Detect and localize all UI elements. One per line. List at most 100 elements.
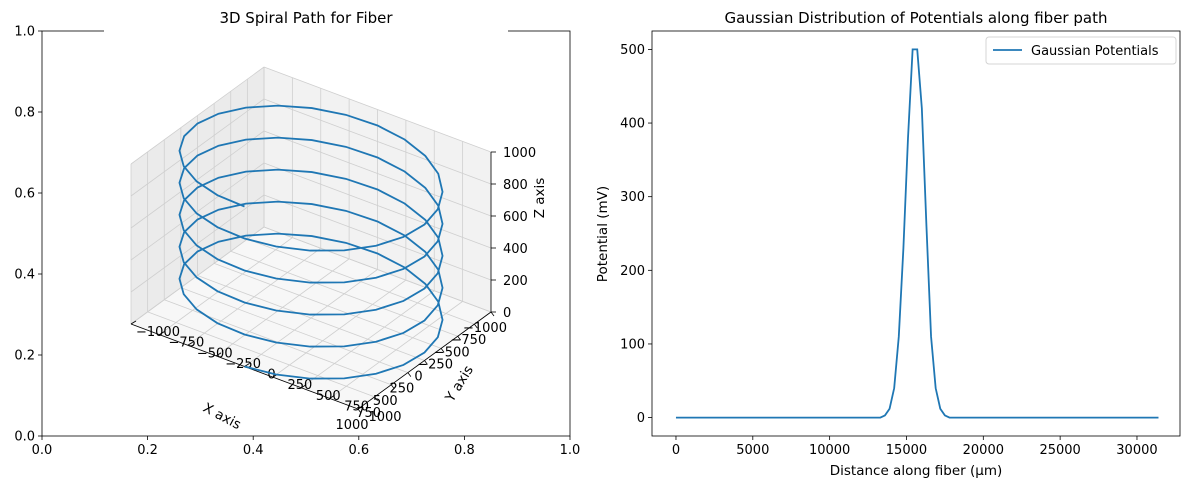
y-tick-label: −1000 xyxy=(136,325,180,340)
legend-box xyxy=(985,36,1177,65)
x-tick-label: 500 xyxy=(373,394,398,409)
x-tick xyxy=(457,336,462,341)
legend-label: Gaussian Potentials xyxy=(1031,44,1159,59)
floor-grid-y xyxy=(187,247,321,346)
x-tick xyxy=(490,311,495,317)
y-tick-label: 500 xyxy=(316,389,341,404)
outer-x-tick-label: 0.2 xyxy=(137,443,158,458)
z-tick-label: 600 xyxy=(503,210,528,225)
floor-grid-y xyxy=(244,269,378,367)
z-tick-label: 1000 xyxy=(503,146,536,161)
outer-y-tick-label: 1.0 xyxy=(14,25,35,40)
x-tick xyxy=(440,348,445,353)
axes-frame xyxy=(651,30,1181,437)
x-tick-label: 0 xyxy=(672,443,680,458)
x-tick-label: 250 xyxy=(389,382,414,397)
z-tick-label: 800 xyxy=(503,178,528,193)
floor-grid-y xyxy=(301,290,435,389)
x-tick-label: 15000 xyxy=(886,443,927,458)
x-tick-label: 10000 xyxy=(809,443,850,458)
spiral-line xyxy=(178,104,444,380)
chart-3d-spiral: 3D Spiral Path for Fiber 0.0 0.2 0.4 0.6 0.8… xyxy=(14,9,580,458)
x-tick xyxy=(407,372,412,377)
y-tick-label: 100 xyxy=(620,337,645,352)
y-tick-label: 200 xyxy=(620,264,645,279)
wall-grid-z xyxy=(263,66,492,153)
outer-x-tick-label: 0.8 xyxy=(454,443,475,458)
series-line xyxy=(675,48,1159,419)
y-tick-label: −500 xyxy=(197,346,233,361)
outer-y-tick-label: 0.0 xyxy=(14,430,35,445)
y-tick xyxy=(187,341,193,346)
y-axis-label: Potential (mV) xyxy=(595,186,611,282)
x-tick-label: 0 xyxy=(414,370,422,385)
y-tick xyxy=(159,331,165,335)
wall-grid-z xyxy=(263,98,492,185)
y-tick xyxy=(329,395,335,399)
chart-title: 3D Spiral Path for Fiber xyxy=(219,9,393,27)
wall-grid-z xyxy=(130,162,265,261)
y-tick-label: 0 xyxy=(637,411,645,426)
y-tick-label: 250 xyxy=(287,378,312,393)
y-tick xyxy=(301,384,307,389)
y-tick-label: 750 xyxy=(344,399,369,414)
y-tick-label: −750 xyxy=(169,336,205,351)
x-tick-label: 30000 xyxy=(1116,443,1157,458)
wall-grid-z xyxy=(130,226,265,325)
wall-grid-z xyxy=(263,130,492,217)
x-tick-label: 25000 xyxy=(1039,443,1080,458)
x-tick-label: −500 xyxy=(434,345,470,360)
z-tick-label: 0 xyxy=(503,306,511,321)
outer-y-tick-label: 0.4 xyxy=(14,268,35,283)
x-tick-label: 20000 xyxy=(963,443,1004,458)
outer-x-tick-label: 0.6 xyxy=(348,443,369,458)
outer-x-tick-label: 0.4 xyxy=(243,443,264,458)
wall-grid-z xyxy=(130,130,265,229)
x-tick xyxy=(374,396,378,402)
x-tick xyxy=(357,408,362,414)
outer-y-tick-label: 0.8 xyxy=(14,106,35,121)
y-tick-label: 400 xyxy=(620,117,645,132)
floor-grid-y xyxy=(329,301,463,399)
floor-grid-y xyxy=(215,258,350,357)
outer-y-tick-label: 0.2 xyxy=(14,349,35,364)
plot-area: 0 5000 10000 15000 20000 25000 30000 0 100 200 300… xyxy=(620,30,1181,458)
outer-x-tick-label: 0.0 xyxy=(32,443,53,458)
y-tick xyxy=(130,320,137,325)
x-tick-label: 750 xyxy=(356,406,381,421)
y-tick-label: 300 xyxy=(620,190,645,205)
wall-grid-z xyxy=(263,194,492,281)
outer-x-tick-label: 1.0 xyxy=(560,443,581,458)
3d-axis-ticks: −1000−750−500−25002505007501000−1000−750… xyxy=(130,146,536,433)
x-axis-label: Distance along fiber (µm) xyxy=(830,463,1003,479)
x-tick-label: 1000 xyxy=(335,418,368,433)
x-tick-label: −250 xyxy=(417,357,453,372)
wall-grid-z xyxy=(130,98,265,197)
wall-grid-z xyxy=(130,194,265,293)
z-tick-label: 200 xyxy=(503,274,528,289)
wall-grid-z xyxy=(130,66,265,165)
chart-title: Gaussian Distribution of Potentials alon… xyxy=(725,9,1108,27)
y-tick xyxy=(357,405,364,410)
y-tick-label: 500 xyxy=(620,43,645,58)
x-tick-label: −750 xyxy=(451,333,487,348)
x-tick-label: −1000 xyxy=(463,321,507,336)
z-tick-label: 400 xyxy=(503,242,528,257)
floor-grid-y xyxy=(159,237,293,335)
legend: Gaussian Potentials xyxy=(985,36,1177,65)
y-tick xyxy=(215,352,222,357)
wall-grid-z xyxy=(263,162,492,249)
outer-ticks: 0.0 0.2 0.4 0.6 0.8 1.0 0.0 0.2 0.4 0.6 0.8 1.0 xyxy=(14,25,580,459)
wall-grid-z xyxy=(263,226,492,313)
chart-gaussian: Gaussian Distribution of Potentials alon… xyxy=(595,9,1181,479)
z-axis-label: Z axis xyxy=(532,178,548,219)
x-tick xyxy=(474,323,478,329)
x-tick xyxy=(390,384,395,389)
floor-grid-y xyxy=(272,279,407,378)
spiral-series xyxy=(178,104,444,380)
y-tick-label: 1000 xyxy=(368,410,401,425)
x-tick-label: 5000 xyxy=(736,443,769,458)
y-tick-label: 0 xyxy=(267,368,275,383)
x-tick xyxy=(424,360,428,365)
